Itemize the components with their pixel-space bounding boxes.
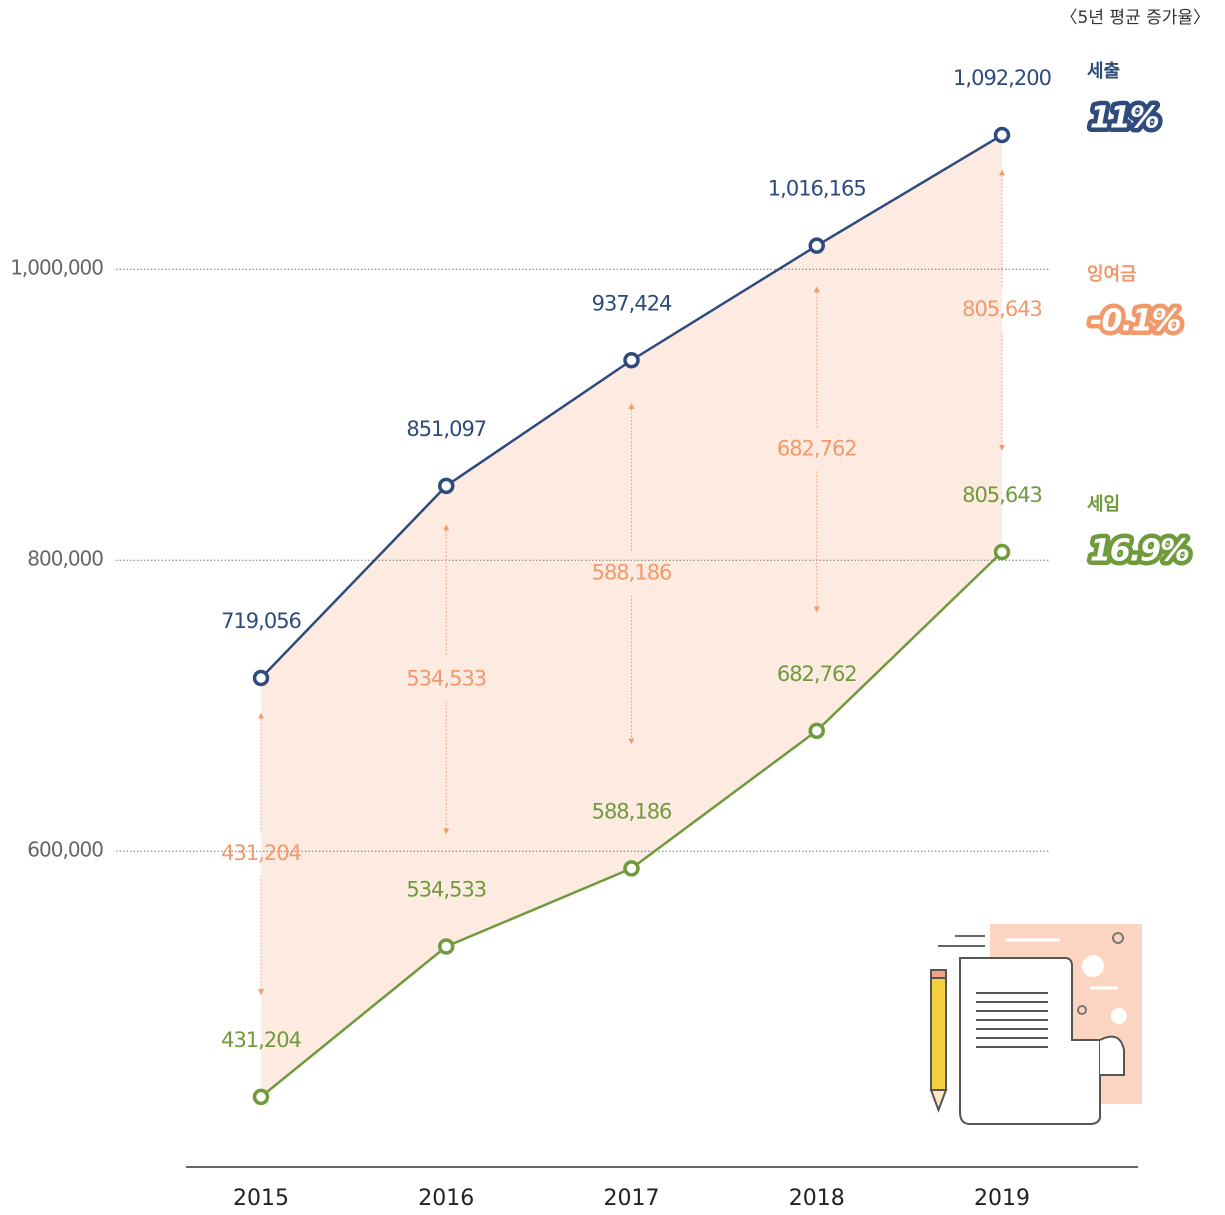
growth-value: -0.1% (1090, 304, 1181, 339)
y-tick-label: 1,000,000 (10, 256, 103, 280)
value-label: 431,204 (221, 1028, 301, 1052)
point (438, 477, 455, 495)
x-tick-label: 2018 (789, 1186, 845, 1211)
value-label: 719,056 (221, 609, 301, 633)
point (252, 1088, 270, 1106)
x-tick-label: 2015 (233, 1186, 289, 1211)
legend-name: 세입 (1087, 493, 1120, 515)
growth-title: 〈5년 평균 증가율〉 (1061, 8, 1210, 28)
surplus-band (261, 135, 1002, 1097)
y-tick-label: 800,000 (27, 547, 103, 571)
surplus-label: 682,762 (777, 436, 857, 460)
point (993, 543, 1011, 561)
surplus-label: 805,643 (962, 297, 1042, 321)
point (808, 237, 825, 254)
value-label: 682,762 (777, 662, 857, 686)
point (993, 126, 1011, 144)
value-label: 534,533 (406, 878, 486, 902)
y-tick-label: 600,000 (27, 838, 103, 862)
point (808, 722, 825, 740)
value-label: 851,097 (406, 417, 486, 441)
legend-name: 세출 (1087, 61, 1120, 82)
point (623, 352, 640, 369)
x-tick-label: 2016 (418, 1186, 474, 1211)
value-label: 1,016,165 (768, 177, 866, 201)
surplus-label: 534,533 (406, 666, 486, 690)
value-label: 1,092,200 (953, 66, 1051, 90)
illustration (929, 924, 1142, 1125)
x-tick-label: 2019 (974, 1186, 1030, 1211)
value-label: 588,186 (592, 799, 672, 823)
growth-value: 11% (1090, 101, 1159, 136)
growth-value: 16.9% (1090, 534, 1189, 569)
legend-name: 잉여금 (1087, 264, 1137, 285)
surplus-label: 588,186 (592, 561, 672, 585)
value-label: 937,424 (592, 291, 672, 315)
x-tick-label: 2017 (604, 1186, 660, 1211)
surplus-label: 431,204 (221, 841, 301, 865)
point (438, 938, 455, 955)
point (252, 669, 270, 687)
point (623, 860, 640, 877)
value-label: 805,643 (962, 483, 1042, 507)
